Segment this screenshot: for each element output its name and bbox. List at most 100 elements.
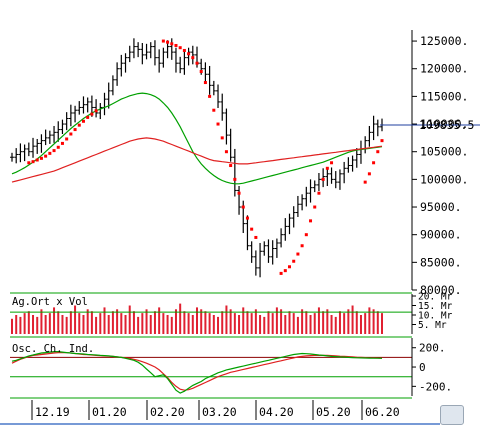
x-tick-label: 03.20 — [202, 405, 237, 419]
oscillator-y-ticks: 200. 0 -200. — [412, 342, 452, 393]
parabolic-sar-dots — [27, 39, 384, 275]
volume-y-tick-label: 10. Mr — [418, 311, 453, 322]
sar-dot — [65, 137, 69, 141]
x-tick-label: 04.20 — [259, 405, 294, 419]
sar-dot — [363, 180, 367, 184]
volume-y-tick-label: 15. Mr — [418, 301, 453, 312]
volume-bar — [36, 316, 39, 334]
sar-dot — [208, 94, 212, 98]
volume-bar — [259, 315, 262, 334]
volume-bar — [57, 311, 60, 334]
volume-bar — [23, 313, 26, 334]
x-tick-label: 06.20 — [365, 405, 400, 419]
volume-bar — [65, 316, 68, 334]
volume-bar — [309, 315, 312, 334]
volume-bar — [19, 316, 22, 334]
sar-dot — [300, 244, 304, 248]
price-y-tick-label: 100000. — [420, 172, 468, 186]
volume-bar — [347, 309, 350, 334]
volume-bar — [301, 309, 304, 334]
volume-bar — [158, 307, 161, 334]
volume-bar — [187, 313, 190, 334]
sar-dot — [191, 56, 195, 60]
volume-bar — [372, 309, 375, 334]
volume-bar — [103, 307, 106, 334]
volume-bar — [11, 318, 13, 334]
sar-dot — [220, 136, 224, 140]
volume-bar — [376, 311, 379, 334]
volume-bar — [111, 311, 114, 334]
volume-bar — [280, 309, 283, 334]
volume-bar — [326, 309, 329, 334]
sar-dot — [296, 252, 300, 256]
volume-bar — [90, 311, 93, 334]
sar-dot — [321, 177, 325, 181]
price-y-tick-label: 85000. — [420, 255, 462, 269]
x-tick-label: 05.20 — [316, 405, 351, 419]
sar-dot — [73, 128, 77, 132]
sar-dot — [229, 164, 233, 168]
sar-dot — [178, 46, 182, 50]
sar-dot — [195, 61, 199, 65]
volume-bar — [355, 311, 358, 334]
volume-panel-title: Ag.Ort x Vol — [12, 296, 88, 308]
volume-bar — [242, 307, 245, 334]
volume-bar — [86, 309, 89, 334]
volume-bar — [74, 305, 77, 334]
sar-dot — [166, 40, 170, 44]
volume-bar — [15, 315, 18, 334]
oscillator-y-tick-label: -200. — [419, 380, 452, 393]
volume-bar — [128, 305, 131, 334]
volume-bar — [359, 315, 362, 334]
x-tick-label: 01.20 — [92, 405, 127, 419]
volume-y-tick-label: 5. Mr — [418, 320, 447, 331]
volume-bar — [229, 309, 232, 334]
volume-bar — [284, 315, 287, 334]
volume-bar — [44, 315, 47, 334]
volume-bar — [338, 311, 341, 334]
sar-dot — [199, 69, 203, 73]
volume-bar — [212, 315, 215, 334]
sar-dot — [27, 161, 31, 165]
sar-dot — [170, 42, 174, 46]
volume-bar — [124, 315, 127, 334]
sar-dot — [31, 160, 35, 164]
sar-dot — [86, 115, 90, 119]
volume-bar — [305, 311, 308, 334]
volume-bar — [32, 315, 35, 334]
volume-bar — [95, 316, 98, 334]
volume-bar — [162, 313, 165, 334]
volume-bar — [322, 311, 325, 334]
price-panel: 125000. 120000. 115000. 110000. 105000. 10000… — [10, 30, 480, 297]
price-y-tick-label: 125000. — [420, 34, 468, 48]
volume-bar — [263, 316, 266, 334]
volume-bar — [179, 303, 182, 334]
sar-dot — [203, 81, 207, 85]
volume-bar — [275, 307, 278, 334]
volume-bar — [204, 311, 207, 334]
volume-bar — [200, 309, 203, 334]
sar-dot — [39, 156, 43, 160]
oscillator-panel-title: Osc. Ch. Ind. — [12, 343, 94, 355]
sar-dot — [380, 139, 384, 143]
volume-bar — [292, 313, 295, 334]
volume-bar — [166, 315, 169, 334]
oscillator-y-tick-label: 200. — [419, 342, 446, 355]
volume-bar — [170, 316, 173, 334]
volume-bar — [225, 305, 228, 334]
volume-bar — [183, 311, 186, 334]
last-value-label: 109835.5 — [419, 118, 474, 132]
volume-bar — [217, 316, 220, 334]
volume-bar — [330, 315, 333, 334]
sar-dot — [60, 141, 64, 145]
volume-bar — [107, 315, 110, 334]
sar-dot — [309, 219, 313, 223]
sar-dot — [313, 205, 317, 209]
sar-dot — [56, 145, 60, 149]
volume-bar — [132, 311, 135, 334]
price-y-tick-label: 90000. — [420, 228, 462, 242]
chart-menu-button[interactable] — [440, 405, 464, 425]
volume-bar — [288, 311, 291, 334]
sar-dot — [367, 172, 371, 176]
